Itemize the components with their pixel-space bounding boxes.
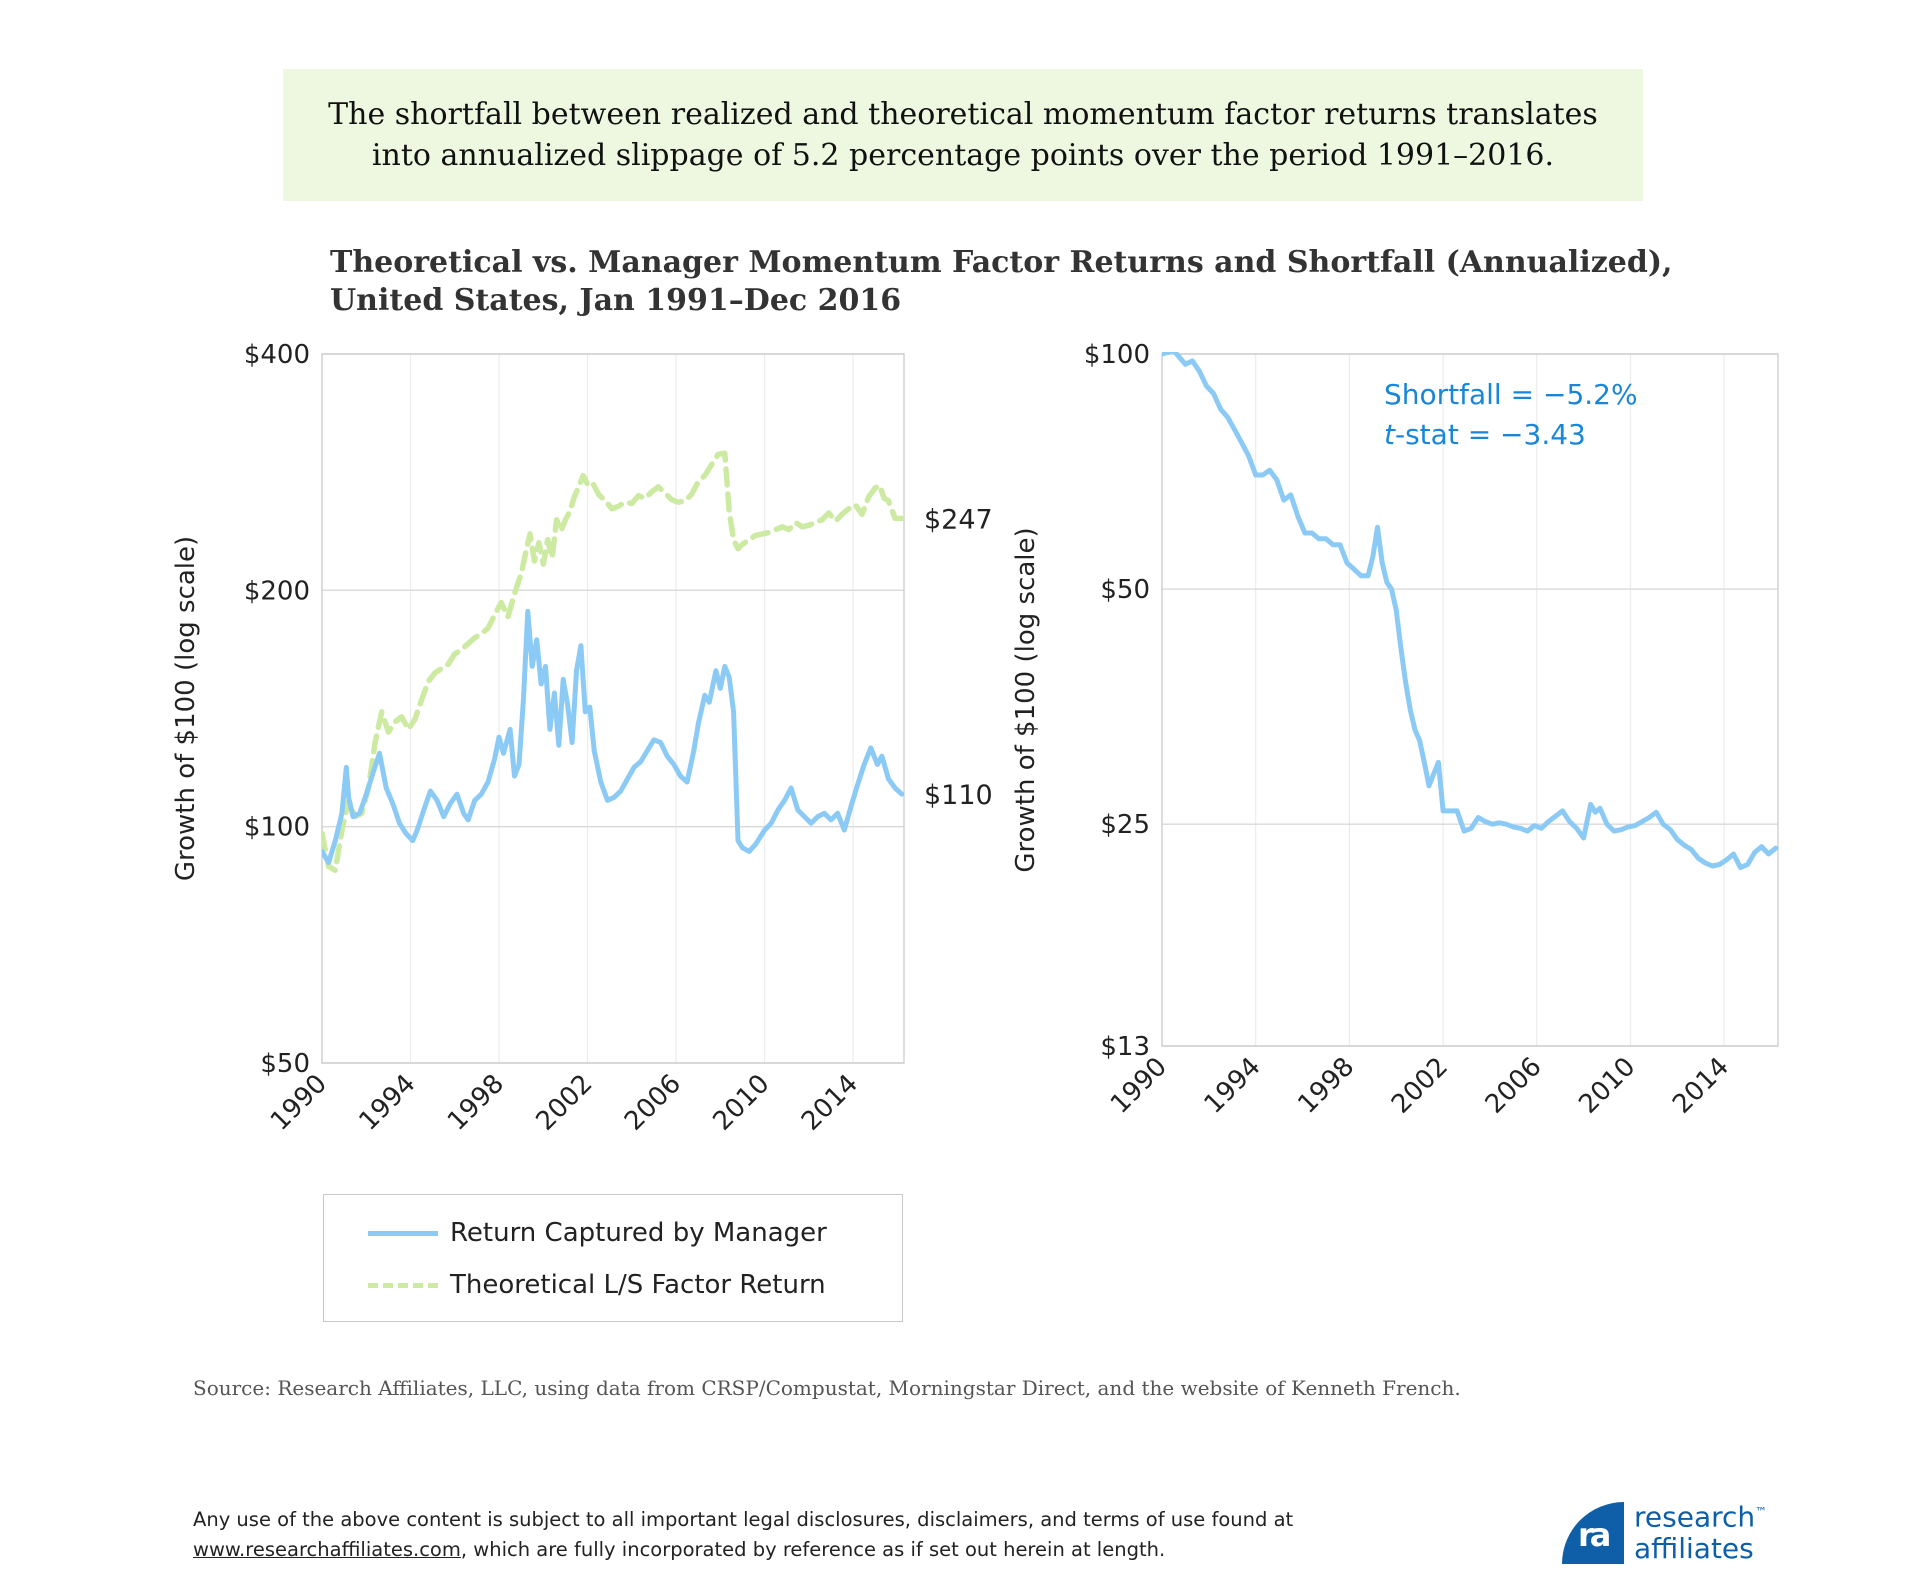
logo-word-affiliates: affiliates (1634, 1532, 1754, 1566)
annotation-tstat: t-stat = −3.43 (1384, 418, 1586, 451)
x-tick-label: 1998 (442, 1069, 510, 1137)
plot-frame (1161, 353, 1779, 1047)
disclaimer: Any use of the above content is subject … (193, 1505, 1433, 1565)
y-tick-label: $50 (260, 1049, 310, 1079)
x-tick-label: 2002 (530, 1069, 598, 1137)
logo-word-research-text: research (1634, 1500, 1756, 1534)
legend: Return Captured by Manager Theoretical L… (323, 1194, 903, 1322)
x-tick-label: 1994 (1199, 1052, 1267, 1120)
logo-wordmark: research™ affiliates (1634, 1496, 1767, 1565)
logo-word-research: research™ (1634, 1496, 1767, 1533)
key-takeaway-box: The shortfall between realized and theor… (283, 69, 1643, 201)
y-tick-label: $400 (244, 340, 310, 370)
annotation-shortfall: Shortfall = −5.2% (1384, 378, 1638, 411)
chart-title: Theoretical vs. Manager Momentum Factor … (330, 244, 1790, 320)
x-tick-label: 2014 (796, 1069, 864, 1137)
logo-trademark: ™ (1755, 1505, 1768, 1519)
legend-label-manager: Return Captured by Manager (450, 1218, 827, 1248)
disclaimer-line-2-text: , which are fully incorporated by refere… (460, 1538, 1166, 1561)
x-tick-label: 2006 (1480, 1052, 1548, 1120)
legend-swatch-manager (368, 1230, 438, 1236)
website-link[interactable]: www.researchaffiliates.com (193, 1538, 461, 1561)
x-tick-label: 1994 (353, 1069, 421, 1137)
series-line-manager (322, 608, 904, 866)
y-tick-label: $13 (1100, 1032, 1150, 1062)
annotation-tstat-italic: t (1384, 418, 1396, 451)
chart-title-line-2: United States, Jan 1991–Dec 2016 (330, 283, 902, 318)
end-label-theoretical: $247 (924, 504, 993, 535)
x-tick-label: 2014 (1667, 1052, 1735, 1120)
legend-swatch-theoretical (368, 1282, 438, 1288)
legend-item-manager: Return Captured by Manager (368, 1213, 827, 1253)
disclaimer-line-1: Any use of the above content is subject … (193, 1508, 1294, 1531)
series-line-theoretical (322, 450, 904, 874)
y-tick-label: $50 (1100, 575, 1150, 605)
y-axis-label: Growth of $100 (log scale) (1011, 527, 1041, 872)
research-affiliates-logo: ra research™ affiliates (1562, 1494, 1792, 1565)
chart-title-line-1: Theoretical vs. Manager Momentum Factor … (330, 245, 1673, 280)
y-tick-label: $100 (1084, 340, 1150, 370)
y-axis-label: Growth of $100 (log scale) (171, 536, 201, 881)
legend-label-theoretical: Theoretical L/S Factor Return (450, 1270, 826, 1300)
x-tick-label: 1998 (1292, 1052, 1360, 1120)
x-tick-label: 2006 (619, 1069, 687, 1137)
y-tick-label: $25 (1100, 810, 1150, 840)
legend-item-theoretical: Theoretical L/S Factor Return (368, 1265, 826, 1305)
end-label-manager: $110 (924, 780, 993, 811)
x-tick-label: 2010 (708, 1069, 776, 1137)
key-takeaway-text: The shortfall between realized and theor… (328, 97, 1598, 173)
x-tick-label: 2002 (1386, 1052, 1454, 1120)
disclaimer-line-2: www.researchaffiliates.com, which are fu… (193, 1535, 1433, 1565)
source-note: Source: Research Affiliates, LLC, using … (193, 1376, 1461, 1400)
annotation-tstat-rest: -stat = −3.43 (1395, 418, 1586, 451)
y-tick-label: $100 (244, 813, 310, 843)
x-tick-label: 2010 (1573, 1052, 1641, 1120)
logo-mark-icon: ra (1562, 1502, 1624, 1564)
logo-mark-letters: ra (1578, 1516, 1611, 1554)
y-tick-label: $200 (244, 576, 310, 606)
series-line-manager (1162, 352, 1778, 871)
plot-frame (321, 353, 905, 1064)
